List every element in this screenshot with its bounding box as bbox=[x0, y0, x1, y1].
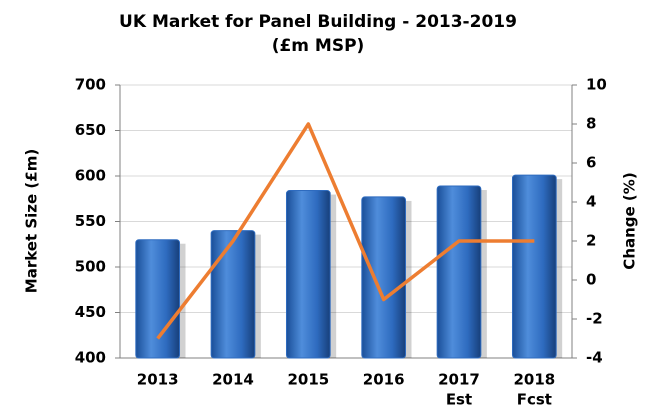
x-tick-label: 2013 bbox=[137, 371, 179, 389]
y2-axis-label: Change (%) bbox=[621, 172, 639, 269]
y2-tick-label: 6 bbox=[586, 154, 596, 172]
bar bbox=[285, 190, 331, 359]
y2-tick-label: 10 bbox=[586, 76, 607, 94]
y2-tick-label: 4 bbox=[586, 193, 596, 211]
y-tick-label: 500 bbox=[75, 258, 106, 276]
x-tick-label: 2016 bbox=[363, 371, 405, 389]
x-tick-note: Est bbox=[446, 391, 472, 409]
y2-tick-label: 2 bbox=[586, 232, 596, 250]
y-tick-label: 450 bbox=[75, 303, 106, 321]
x-tick-label: 2015 bbox=[287, 371, 329, 389]
y2-tick-label: -4 bbox=[586, 349, 603, 367]
x-tick-label: 2014 bbox=[212, 371, 254, 389]
y-tick-label: 700 bbox=[75, 76, 106, 94]
y-axis-label: Market Size (£m) bbox=[23, 149, 41, 293]
bar bbox=[361, 196, 407, 359]
y-tick-label: 400 bbox=[75, 349, 106, 367]
x-tick-label: 2018 bbox=[513, 371, 555, 389]
line bbox=[156, 122, 535, 340]
y-tick-label: 550 bbox=[75, 212, 106, 230]
x-tick-note: Fcst bbox=[517, 391, 552, 409]
bar bbox=[210, 230, 256, 359]
y-tick-label: 600 bbox=[75, 167, 106, 185]
y2-tick-label: -2 bbox=[586, 310, 603, 328]
x-tick-label: 2017 bbox=[438, 371, 480, 389]
bar bbox=[511, 174, 557, 359]
chart-title: UK Market for Panel Building - 2013-2019 bbox=[119, 12, 517, 32]
y-tick-label: 650 bbox=[75, 121, 106, 139]
bar bbox=[135, 239, 181, 359]
chart-subtitle: (£m MSP) bbox=[272, 36, 365, 56]
y2-tick-label: 8 bbox=[586, 115, 596, 133]
bar bbox=[436, 185, 482, 359]
y2-tick-label: 0 bbox=[586, 271, 596, 289]
